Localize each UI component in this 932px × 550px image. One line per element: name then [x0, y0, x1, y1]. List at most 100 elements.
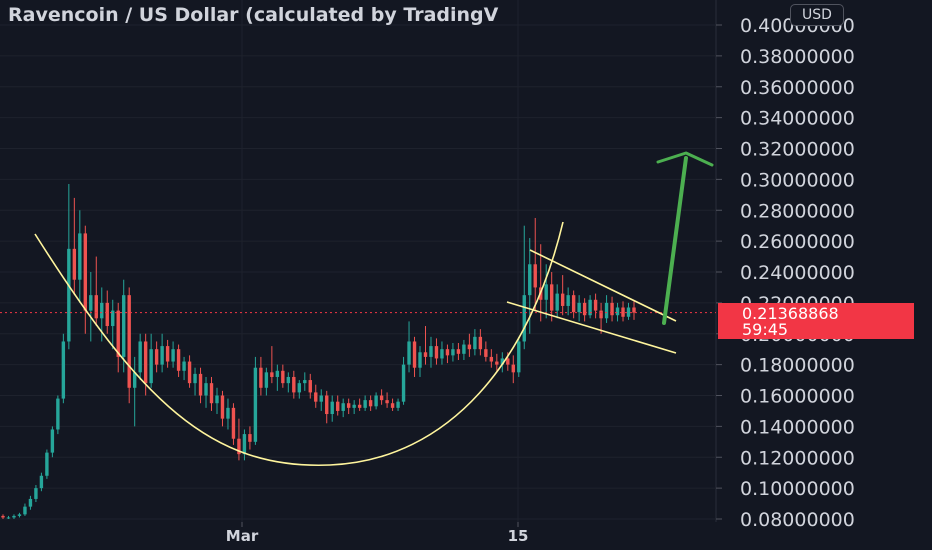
candle [517, 336, 521, 377]
candle [533, 217, 537, 311]
candle [171, 341, 175, 368]
candle-body [456, 349, 461, 354]
candle-body [281, 370, 285, 384]
candle-body [171, 349, 175, 362]
candle [336, 395, 340, 416]
candle [434, 338, 439, 365]
candle-body [544, 284, 548, 300]
y-tick-label: 0.30000000 [740, 169, 855, 191]
candle-body [111, 310, 115, 327]
candle [484, 341, 488, 362]
candle [94, 256, 98, 327]
candle-body [122, 295, 126, 357]
candle-body [451, 349, 455, 356]
candle-body [363, 400, 367, 408]
candle [478, 329, 483, 356]
price-axis[interactable]: 0.08000000 0.10000000 0.12000000 0.14000000… [241, 15, 855, 531]
candle-body [61, 341, 66, 399]
candle-body [160, 346, 164, 365]
candle-body [566, 295, 570, 306]
candle-body [495, 361, 499, 365]
candle [346, 398, 351, 415]
candle-body [396, 401, 400, 408]
candle [89, 272, 93, 342]
candle-body [599, 310, 603, 319]
y-tick-label: 0.24000000 [740, 262, 855, 284]
candle [34, 485, 38, 503]
candle [588, 295, 592, 319]
candle-body [314, 392, 318, 402]
candle-body [517, 341, 521, 373]
time-axis[interactable]: Mar 15 [226, 527, 529, 545]
candle-body [270, 372, 274, 377]
candle [132, 356, 137, 427]
candle [105, 290, 109, 334]
candle [571, 290, 576, 319]
candle [286, 372, 291, 393]
candle-body [412, 341, 417, 368]
candle-body [94, 295, 98, 319]
candle [281, 364, 285, 388]
candle-body [308, 380, 312, 393]
candle [374, 392, 378, 410]
candle-body [390, 403, 395, 408]
candle [566, 287, 570, 316]
candle-body [478, 336, 483, 350]
candle [599, 302, 603, 334]
candle-body [50, 429, 55, 453]
candle [511, 355, 515, 384]
candle [78, 210, 82, 303]
y-tick-label: 0.38000000 [740, 46, 855, 68]
candle-body [555, 293, 559, 311]
candle [61, 333, 66, 404]
candle [149, 333, 153, 388]
candle [396, 398, 400, 411]
flag-upper-line [529, 249, 677, 322]
candle-body [264, 372, 269, 388]
candle [325, 390, 329, 424]
candle [314, 384, 318, 408]
candlestick-series [1, 184, 636, 519]
candle [6, 515, 11, 519]
candle [122, 279, 126, 373]
candle-body [78, 233, 82, 280]
candle [50, 426, 55, 458]
breakout-arrow-head [656, 151, 714, 167]
candle-body [248, 434, 252, 442]
candle-body [610, 302, 614, 316]
candle-body [176, 349, 181, 371]
candle-body [39, 475, 44, 489]
y-tick-label: 0.34000000 [740, 108, 855, 130]
candle-body [577, 302, 581, 313]
candle [111, 299, 115, 350]
candle-body [429, 346, 433, 357]
candle [193, 367, 197, 396]
candle [231, 403, 236, 445]
candle-body [1, 515, 5, 518]
candle [303, 372, 307, 391]
breakout-arrow-shaft [662, 156, 688, 325]
candle [17, 512, 22, 518]
candle-body [204, 383, 208, 396]
candle [418, 346, 422, 377]
candle [56, 395, 60, 435]
candle-body [319, 395, 323, 402]
candle [275, 364, 280, 391]
candle-body [615, 307, 620, 316]
candle-body [445, 349, 450, 356]
candle [489, 349, 494, 368]
candle-body [385, 400, 389, 404]
currency-button[interactable]: USD [790, 4, 844, 26]
y-tick-label: 0.18000000 [740, 355, 855, 377]
candle-body [72, 248, 77, 280]
candle-body [259, 367, 263, 388]
candle-body [434, 346, 439, 359]
candle [308, 373, 312, 399]
candle [390, 398, 395, 411]
candle-body [56, 398, 60, 430]
candle [12, 514, 16, 519]
candle [264, 367, 269, 396]
candle-body [368, 400, 373, 407]
candle-body [198, 373, 203, 396]
